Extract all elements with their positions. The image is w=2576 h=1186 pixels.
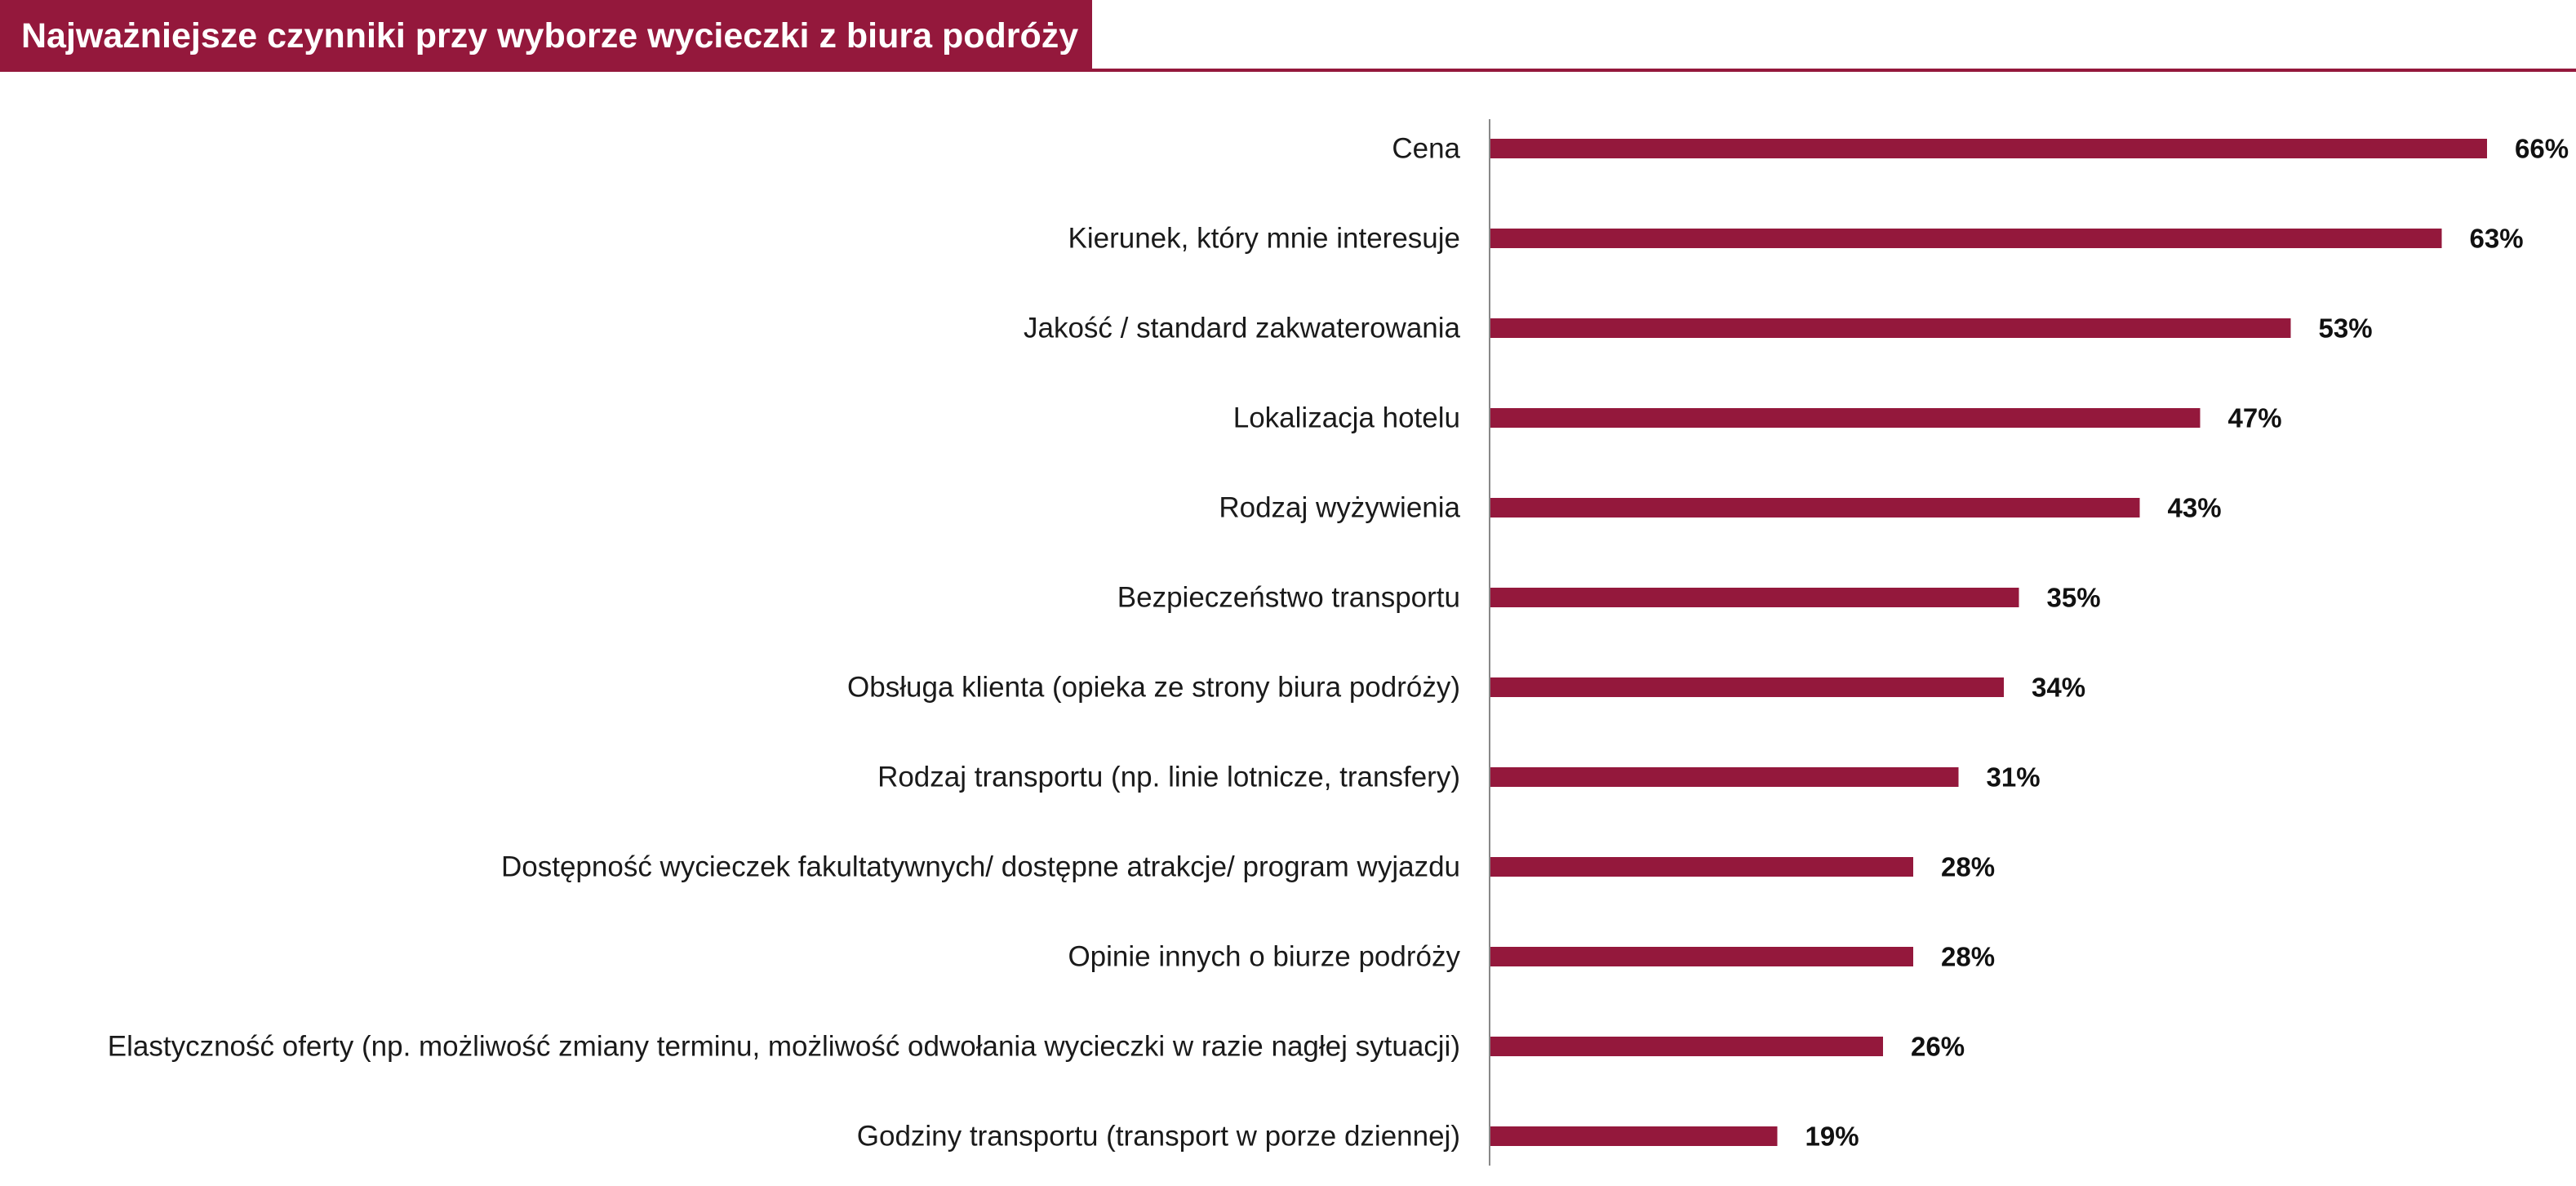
value-label: 47% [2228, 403, 2282, 433]
category-label: Kierunek, który mnie interesuje [1068, 223, 1461, 255]
category-label: Jakość / standard zakwaterowania [1024, 313, 1461, 344]
value-label: 19% [1805, 1122, 1859, 1152]
category-label: Elastyczność oferty (np. możliwość zmian… [108, 1031, 1460, 1063]
value-label: 66% [2515, 134, 2569, 164]
value-label: 26% [1911, 1032, 1965, 1062]
value-label: 35% [2047, 583, 2101, 613]
bar [1490, 408, 2201, 428]
bar [1490, 139, 2487, 158]
bars-group: Cena 66% Kierunek, który mnie interesuje 63… [108, 133, 2569, 1153]
value-label: 53% [2319, 313, 2373, 344]
category-label: Bezpieczeństwo transportu [1117, 582, 1460, 614]
category-label: Lokalizacja hotelu [1233, 402, 1460, 434]
bar [1490, 947, 1913, 966]
value-label: 28% [1941, 942, 1995, 972]
bar [1490, 588, 2019, 607]
bar [1490, 498, 2140, 517]
value-label: 63% [2470, 224, 2524, 254]
category-label: Obsługa klienta (opieka ze strony biura … [847, 672, 1460, 704]
category-label: Rodzaj transportu (np. linie lotnicze, t… [877, 762, 1460, 793]
title-underline [0, 69, 2576, 72]
category-label: Dostępność wycieczek fakultatywnych/ dos… [501, 851, 1460, 883]
chart-title: Najważniejsze czynniki przy wyborze wyci… [21, 16, 1079, 56]
category-label: Cena [1392, 133, 1460, 165]
title-banner: Najważniejsze czynniki przy wyborze wyci… [0, 0, 1092, 72]
bar [1490, 229, 2442, 248]
value-label: 34% [2032, 673, 2085, 703]
category-label: Rodzaj wyżywienia [1219, 492, 1460, 524]
bar [1490, 857, 1913, 877]
value-label: 28% [1941, 852, 1995, 882]
bar [1490, 1126, 1778, 1146]
category-label: Opinie innych o biurze podróży [1068, 941, 1460, 973]
category-label: Godziny transportu (transport w porze dz… [857, 1121, 1460, 1153]
value-label: 43% [2168, 493, 2222, 523]
value-label: 31% [1987, 762, 2041, 793]
bar [1490, 1037, 1883, 1056]
bar [1490, 677, 2004, 697]
bar [1490, 767, 1959, 787]
bar [1490, 318, 2291, 338]
